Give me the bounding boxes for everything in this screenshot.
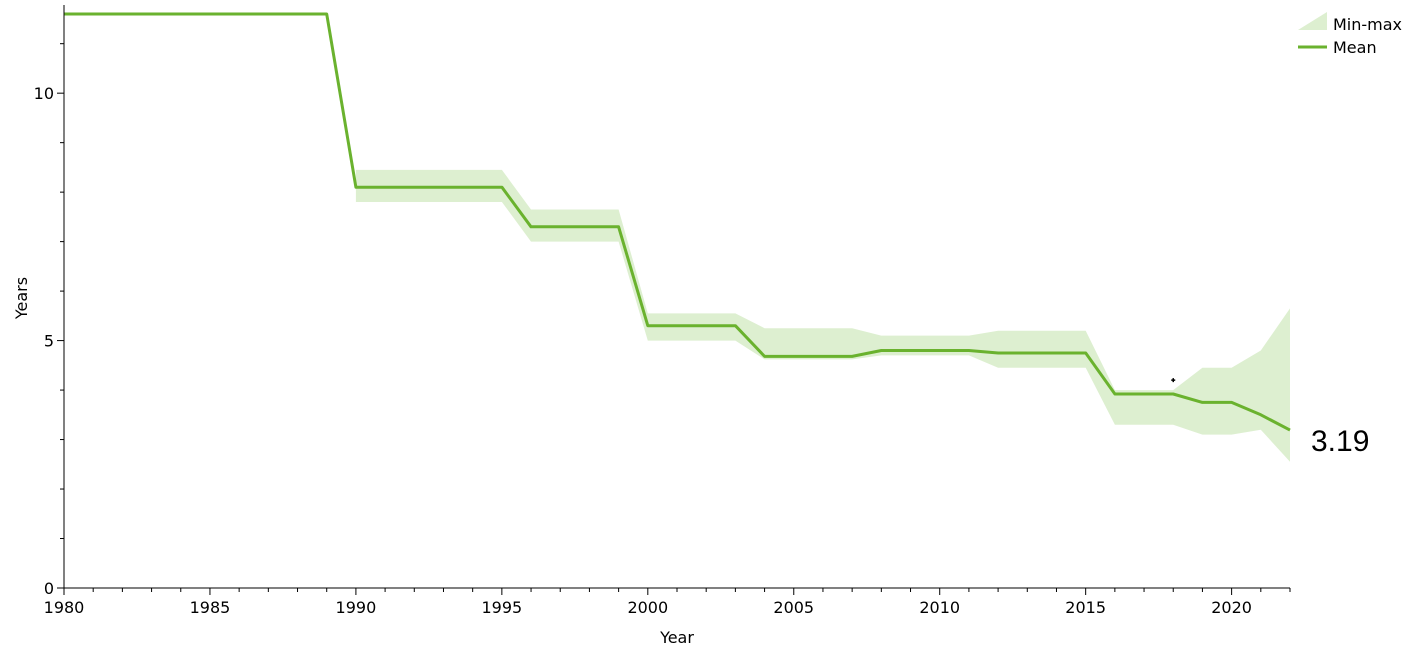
marker-layer: [1171, 378, 1176, 383]
y-axis-title: Years: [12, 277, 31, 320]
x-axis-title: Year: [659, 628, 694, 647]
ticks: 1980 1985 1990 1995 2000 2005 2010 2015 2020 0 5 10: [34, 43, 1291, 617]
legend-min-max-swatch: [1298, 12, 1327, 30]
min-max-band-layer: [355, 169, 1290, 462]
x-tick-label: 1980: [44, 598, 85, 617]
end-value-label: 3.19: [1311, 425, 1369, 458]
x-tick-label: 2005: [773, 598, 814, 617]
cross-marker: [1171, 378, 1176, 383]
min-max-band: [355, 169, 1290, 462]
mean-line-layer: [64, 12, 1291, 432]
x-tick-label: 1995: [481, 598, 522, 617]
legend: Min-max Mean: [1298, 12, 1402, 57]
legend-min-max-label: Min-max: [1333, 15, 1402, 34]
x-tick-label: 2000: [627, 598, 668, 617]
y-tick-label: 0: [44, 579, 54, 598]
x-tick-label: 2010: [919, 598, 960, 617]
x-tick-label: 2015: [1065, 598, 1106, 617]
y-tick-label: 5: [44, 332, 54, 351]
axes: [63, 5, 1290, 589]
x-tick-label: 1985: [190, 598, 231, 617]
y-tick-label: 10: [34, 84, 54, 103]
x-tick-label: 1990: [336, 598, 377, 617]
mean-line: [64, 12, 1291, 432]
legend-mean-label: Mean: [1333, 38, 1377, 57]
x-tick-label: 2020: [1211, 598, 1252, 617]
